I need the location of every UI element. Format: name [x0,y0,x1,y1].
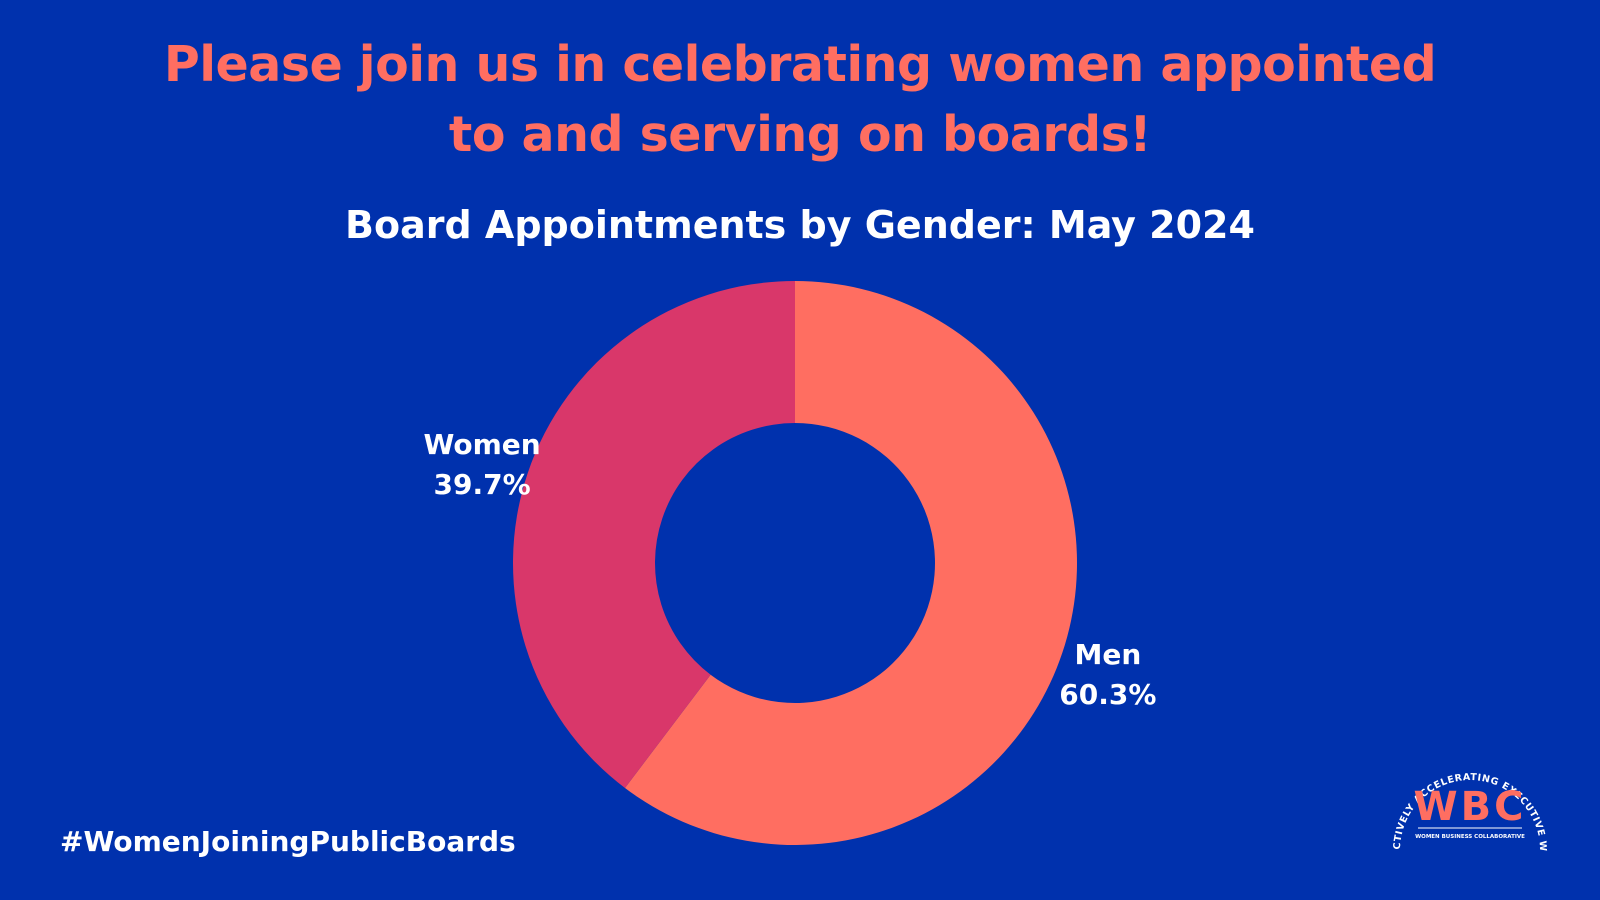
logo-subtext: WOMEN BUSINESS COLLABORATIVE [1415,834,1525,840]
wbc-logo: COLLECTIVELY ACCELERATING EXECUTIVE WOME… [1380,730,1548,852]
headline-line-2: to and serving on boards! [448,106,1152,163]
headline-line-1: Please join us in celebrating women appo… [163,36,1437,93]
slice-label-women: Women [424,428,541,461]
slice-women [512,281,795,788]
logo-letters: WBC [1414,784,1527,830]
chart-title: Board Appointments by Gender: May 2024 [345,203,1255,247]
slice-value-women: 39.7% [434,468,531,501]
slice-men [624,281,1077,845]
headline: Please join us in celebrating women appo… [0,30,1600,170]
slice-label-men: Men [1074,638,1141,671]
hashtag: #WomenJoiningPublicBoards [60,825,516,858]
slice-value-men: 60.3% [1059,678,1156,711]
